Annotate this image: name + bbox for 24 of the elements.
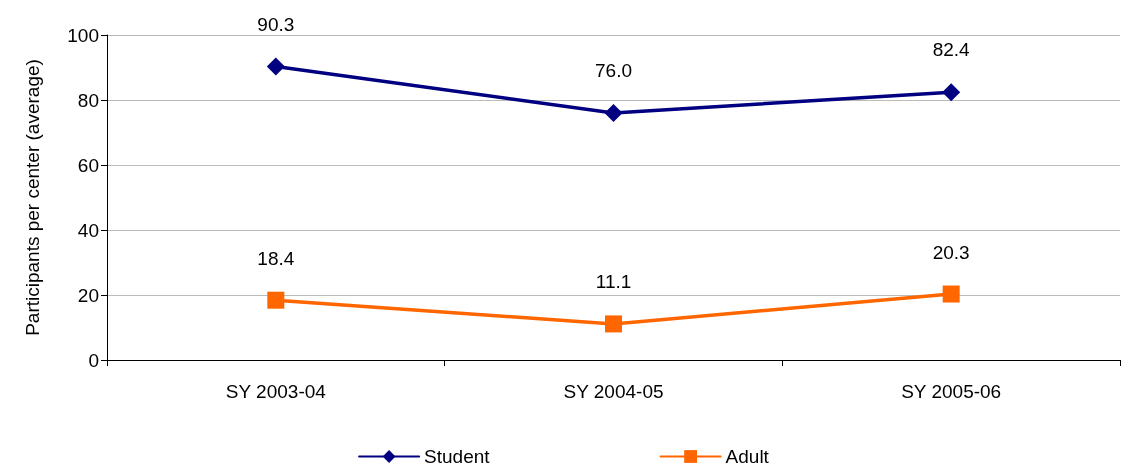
data-label: 18.4 bbox=[257, 247, 295, 269]
data-label: 20.3 bbox=[932, 241, 970, 263]
y-tick-label: 100 bbox=[67, 24, 99, 46]
y-tick-label: 0 bbox=[88, 349, 99, 371]
legend-label: Student bbox=[424, 446, 491, 467]
x-tick-label: SY 2003-04 bbox=[225, 381, 327, 402]
x-tick-label: SY 2004-05 bbox=[563, 381, 664, 402]
point bbox=[266, 57, 285, 76]
point bbox=[605, 315, 622, 333]
point bbox=[942, 285, 960, 303]
legend-label: Adult bbox=[725, 446, 770, 467]
y-tick-label: 60 bbox=[77, 154, 99, 176]
y-tick-label: 20 bbox=[77, 284, 99, 306]
y-axis-title: Participants per center (average) bbox=[22, 59, 43, 336]
data-label: 82.4 bbox=[932, 39, 971, 61]
data-label: 76.0 bbox=[595, 60, 632, 81]
data-label: 11.1 bbox=[595, 271, 632, 293]
y-tick-label: 80 bbox=[77, 89, 99, 111]
y-tick-label: 40 bbox=[77, 219, 99, 241]
point bbox=[604, 104, 623, 122]
x-tick-label: SY 2005-06 bbox=[901, 381, 1002, 402]
point bbox=[942, 83, 961, 102]
data-label: 90.3 bbox=[257, 13, 295, 35]
point bbox=[267, 291, 285, 309]
